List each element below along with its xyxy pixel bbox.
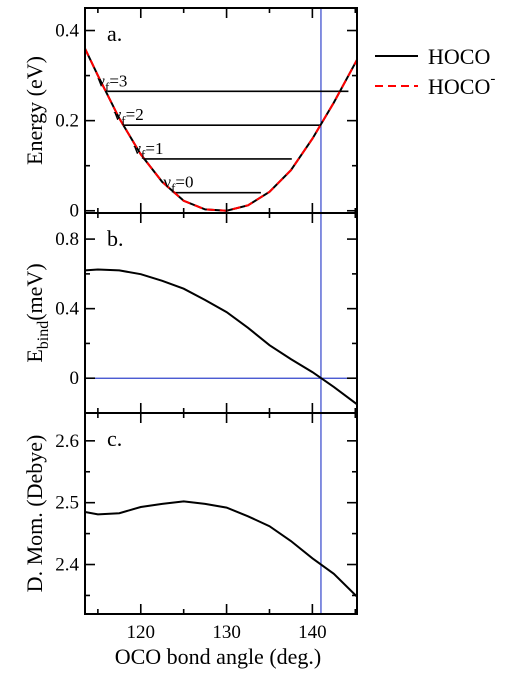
level-subscript: f (121, 113, 126, 128)
legend-label-text: HOCO (428, 44, 490, 69)
panel-tag: c. (107, 426, 122, 451)
y-tick-label: 0.2 (55, 111, 79, 132)
level-suffix: =2 (126, 105, 144, 124)
y-tick-label: 0.4 (55, 21, 79, 42)
y-axis-title: Ebind(meV) (22, 263, 52, 362)
series-line-hoco (85, 500, 357, 598)
level-label-1: νf=1 (133, 139, 163, 162)
y-axis-title: D. Mom. (Debye) (22, 435, 47, 593)
y-axis-title-main: E (22, 349, 47, 362)
y-axis-title-main: D. Mom. (Debye) (22, 435, 47, 593)
level-subscript: f (105, 79, 110, 94)
level-subscript: f (141, 147, 146, 162)
y-axis-title-main: Energy (eV) (22, 56, 47, 165)
panel-2: 0 0.4 0.8 b. Ebind(meV) (22, 212, 358, 414)
legend-label-1: HOCO (428, 44, 490, 69)
level-symbol: ν (133, 139, 141, 158)
level-label-2: νf=2 (114, 105, 144, 128)
y-tick-label: 0.4 (55, 299, 79, 320)
legend-label-text: HOCO (428, 74, 490, 99)
plot-area (85, 413, 357, 614)
panels: νf=0νf=1νf=2νf=300.20.4 a.Energy (eV)00.4… (22, 7, 358, 643)
y-tick-label: 2.4 (55, 555, 79, 576)
level-suffix: =3 (109, 71, 127, 90)
y-tick-label: 0 (70, 201, 80, 222)
panel-frame (84, 212, 358, 414)
y-tick-label: 2.5 (55, 493, 79, 514)
series-line-hoco (85, 268, 357, 406)
y-axis-title: Energy (eV) (22, 56, 47, 165)
panel-tag: a. (107, 21, 122, 46)
panel-1: νf=0νf=1νf=2νf=300.20.4 a.Energy (eV) (22, 7, 358, 222)
plot-area (85, 8, 357, 213)
level-symbol: ν (163, 173, 171, 192)
level-label-3: νf=3 (97, 71, 127, 94)
y-axis-title-subscript: bind (35, 321, 52, 349)
level-suffix: =0 (175, 173, 193, 192)
series-line-hoco- (85, 48, 357, 212)
x-axis-title: OCO bond angle (deg.) (115, 644, 322, 669)
y-tick-label: 2.6 (55, 431, 79, 452)
level-label-0: νf=0 (163, 173, 193, 196)
level-subscript: f (171, 181, 176, 196)
y-axis-title-suffix: (meV) (22, 263, 47, 320)
panel-tag: b. (107, 226, 124, 251)
x-tick-label: 140 (298, 622, 327, 643)
panel-3: 2.4 2.5 2.6 c. D. Mom. (Debye) (22, 412, 358, 615)
level-symbol: ν (97, 71, 105, 90)
level-symbol: ν (114, 105, 122, 124)
y-tick-label: 0 (70, 368, 80, 389)
plot-area (85, 213, 357, 413)
legend-label-superscript: - (490, 71, 495, 87)
legend-label-2: HOCO- (428, 71, 495, 99)
x-tick-label: 120 (127, 622, 156, 643)
panel-frame (84, 412, 358, 615)
level-suffix: =1 (145, 139, 163, 158)
y-tick-label: 0.8 (55, 229, 79, 250)
x-tick-label: 130 (212, 622, 241, 643)
